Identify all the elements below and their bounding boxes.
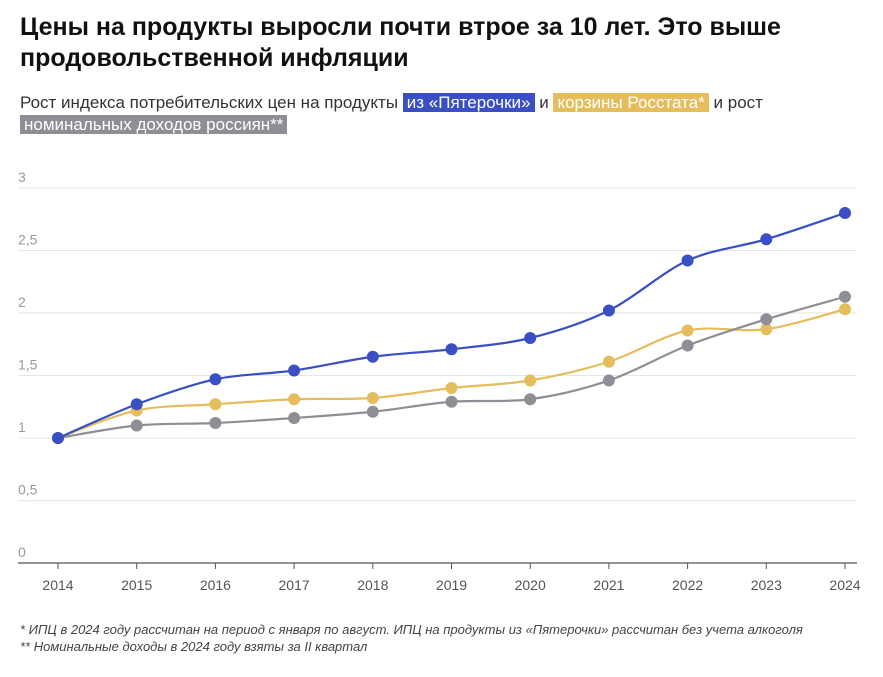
series-pyaterochka-point [288,364,301,377]
subtitle-prefix: Рост индекса потребительских цен на прод… [20,93,403,112]
series-pyaterochka-point [130,398,143,411]
footnote-2: ** Номинальные доходы в 2024 году взяты … [20,639,368,654]
x-tick-label: 2018 [357,577,388,593]
series-income-point [760,313,773,326]
legend-label-rosstat: корзины Росстата* [553,93,709,112]
y-tick-label: 0,5 [18,482,38,498]
series-rosstat-point [524,374,537,387]
footnotes: * ИПЦ в 2024 году рассчитан на период с … [20,621,870,655]
y-tick-label: 0 [18,544,26,560]
legend-label-income: номинальных доходов россиян** [20,115,288,134]
series-rosstat-point [366,392,379,404]
series-pyaterochka-point [445,343,458,356]
series-rosstat-line [57,308,846,440]
series-pyaterochka-point [366,350,379,363]
series-income-point [288,412,301,424]
series-rosstat-point [445,382,458,394]
series-income-point [445,395,458,408]
x-tick-label: 2015 [121,577,152,593]
y-tick-label: 2,5 [18,232,38,248]
x-tick-label: 2023 [751,577,782,593]
series-rosstat-point [760,323,773,336]
x-tick-label: 2014 [42,577,73,593]
series-pyaterochka-point [209,373,222,386]
series-pyaterochka-point [760,233,773,246]
x-tick-label: 2024 [829,577,860,593]
y-tick-label: 1,5 [18,357,38,373]
series-layer [52,207,851,444]
series-rosstat-point [288,393,301,406]
subtitle-mid: и [534,93,554,112]
series-income-point [602,374,615,387]
series-income-point [524,393,537,406]
series-pyaterochka-point [602,304,615,317]
series-income-point [681,339,694,352]
subtitle-suffix: и рост [708,93,763,112]
line-chart: 0 0,5 1 1,5 2 2,5 3 2014 2015 2016 2017 2018 2019 202… [18,169,861,593]
axis-layer: 0 0,5 1 1,5 2 2,5 3 2014 2015 2016 2017 2018 2019 202… [18,169,861,593]
series-rosstat-point [602,355,615,368]
y-tick-label: 2 [18,294,26,310]
series-income-line [57,295,846,440]
chart-title: Цены на продукты выросли почти втрое за … [20,13,781,72]
x-tick-label: 2021 [593,577,624,593]
footnote-1: * ИПЦ в 2024 году рассчитан на период с … [20,622,803,637]
legend-label-pyaterochka: из «Пятерочки» [402,93,535,112]
x-tick-label: 2022 [672,577,703,593]
x-tick-label: 2016 [200,577,231,593]
y-tick-label: 1 [18,419,26,435]
series-pyaterochka-point [52,432,64,444]
series-rosstat-point [839,303,851,316]
chart-subtitle: Рост индекса потребительских цен на прод… [20,92,870,136]
x-tick-label: 2020 [515,577,546,593]
series-income-point [130,419,143,432]
series-rosstat-point [681,324,694,337]
series-income-point [209,417,222,429]
x-tick-label: 2019 [436,577,467,593]
y-tick-label: 3 [18,169,26,185]
series-income-point [366,405,379,418]
series-income-point [839,290,851,303]
grid-layer [18,187,857,501]
series-pyaterochka-point [839,207,851,219]
x-tick-label: 2017 [279,577,310,593]
series-pyaterochka-point [524,332,537,344]
series-pyaterochka-point [681,254,694,267]
series-rosstat-point [209,398,222,411]
